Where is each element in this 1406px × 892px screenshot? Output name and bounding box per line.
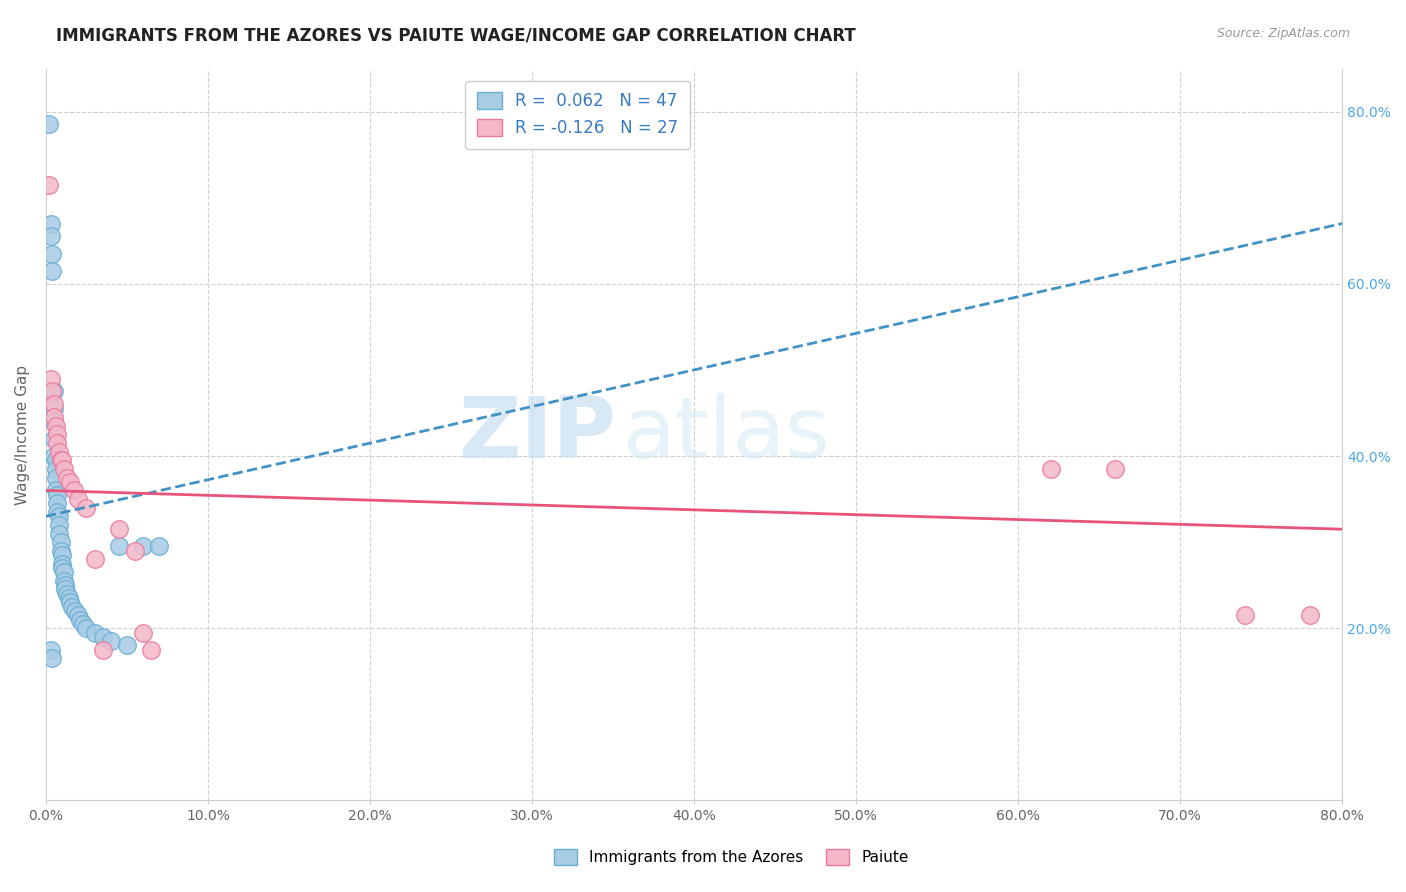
Point	[45, 483, 67, 498]
Point	[67, 608, 90, 623]
Point	[45, 453, 67, 467]
Point	[100, 634, 122, 648]
Point	[52, 566, 75, 580]
Point	[59, 595, 82, 609]
Point	[67, 491, 90, 506]
Point	[42, 410, 65, 425]
Point	[83, 552, 105, 566]
Point	[91, 630, 114, 644]
Point	[46, 496, 69, 510]
Point	[63, 604, 86, 618]
Point	[1039, 462, 1062, 476]
Point	[58, 591, 80, 606]
Point	[108, 522, 131, 536]
Point	[148, 540, 170, 554]
Point	[83, 625, 105, 640]
Point	[49, 543, 72, 558]
Point	[51, 548, 73, 562]
Point	[45, 470, 67, 484]
Point	[60, 599, 83, 614]
Point	[52, 574, 75, 588]
Text: Source: ZipAtlas.com: Source: ZipAtlas.com	[1216, 27, 1350, 40]
Point	[62, 483, 84, 498]
Text: ZIP: ZIP	[458, 393, 616, 476]
Point	[38, 178, 60, 192]
Text: IMMIGRANTS FROM THE AZORES VS PAIUTE WAGE/INCOME GAP CORRELATION CHART: IMMIGRANTS FROM THE AZORES VS PAIUTE WAG…	[56, 27, 856, 45]
Point	[42, 432, 65, 446]
Point	[42, 449, 65, 463]
Point	[46, 505, 69, 519]
Point	[59, 475, 82, 489]
Point	[108, 540, 131, 554]
Legend: R =  0.062   N = 47, R = -0.126   N = 27: R = 0.062 N = 47, R = -0.126 N = 27	[465, 80, 690, 148]
Point	[76, 500, 98, 515]
Point	[51, 453, 73, 467]
Point	[72, 616, 94, 631]
Point	[46, 488, 69, 502]
Point	[41, 246, 63, 260]
Point	[91, 642, 114, 657]
Point	[46, 436, 69, 450]
Point	[55, 582, 77, 597]
Point	[39, 371, 62, 385]
Point	[124, 543, 146, 558]
Point	[42, 401, 65, 416]
Point	[48, 444, 70, 458]
Point	[132, 625, 155, 640]
Point	[56, 587, 79, 601]
Point	[41, 651, 63, 665]
Point	[69, 613, 91, 627]
Point	[38, 118, 60, 132]
Point	[51, 557, 73, 571]
Point	[41, 384, 63, 399]
Point	[42, 384, 65, 399]
Point	[39, 217, 62, 231]
Point	[48, 517, 70, 532]
Point	[41, 264, 63, 278]
Legend: Immigrants from the Azores, Paiute: Immigrants from the Azores, Paiute	[547, 843, 915, 871]
Point	[1104, 462, 1126, 476]
Y-axis label: Wage/Income Gap: Wage/Income Gap	[15, 365, 30, 505]
Point	[132, 540, 155, 554]
Point	[52, 462, 75, 476]
Point	[49, 453, 72, 467]
Point	[45, 462, 67, 476]
Point	[46, 427, 69, 442]
Point	[141, 642, 163, 657]
Point	[115, 639, 138, 653]
Point	[49, 535, 72, 549]
Point	[48, 526, 70, 541]
Point	[55, 578, 77, 592]
Point	[51, 561, 73, 575]
Point	[39, 642, 62, 657]
Point	[1234, 608, 1257, 623]
Text: atlas: atlas	[623, 393, 831, 476]
Point	[42, 415, 65, 429]
Point	[76, 621, 98, 635]
Point	[45, 418, 67, 433]
Point	[1299, 608, 1322, 623]
Point	[56, 470, 79, 484]
Point	[48, 509, 70, 524]
Point	[42, 397, 65, 411]
Point	[39, 229, 62, 244]
